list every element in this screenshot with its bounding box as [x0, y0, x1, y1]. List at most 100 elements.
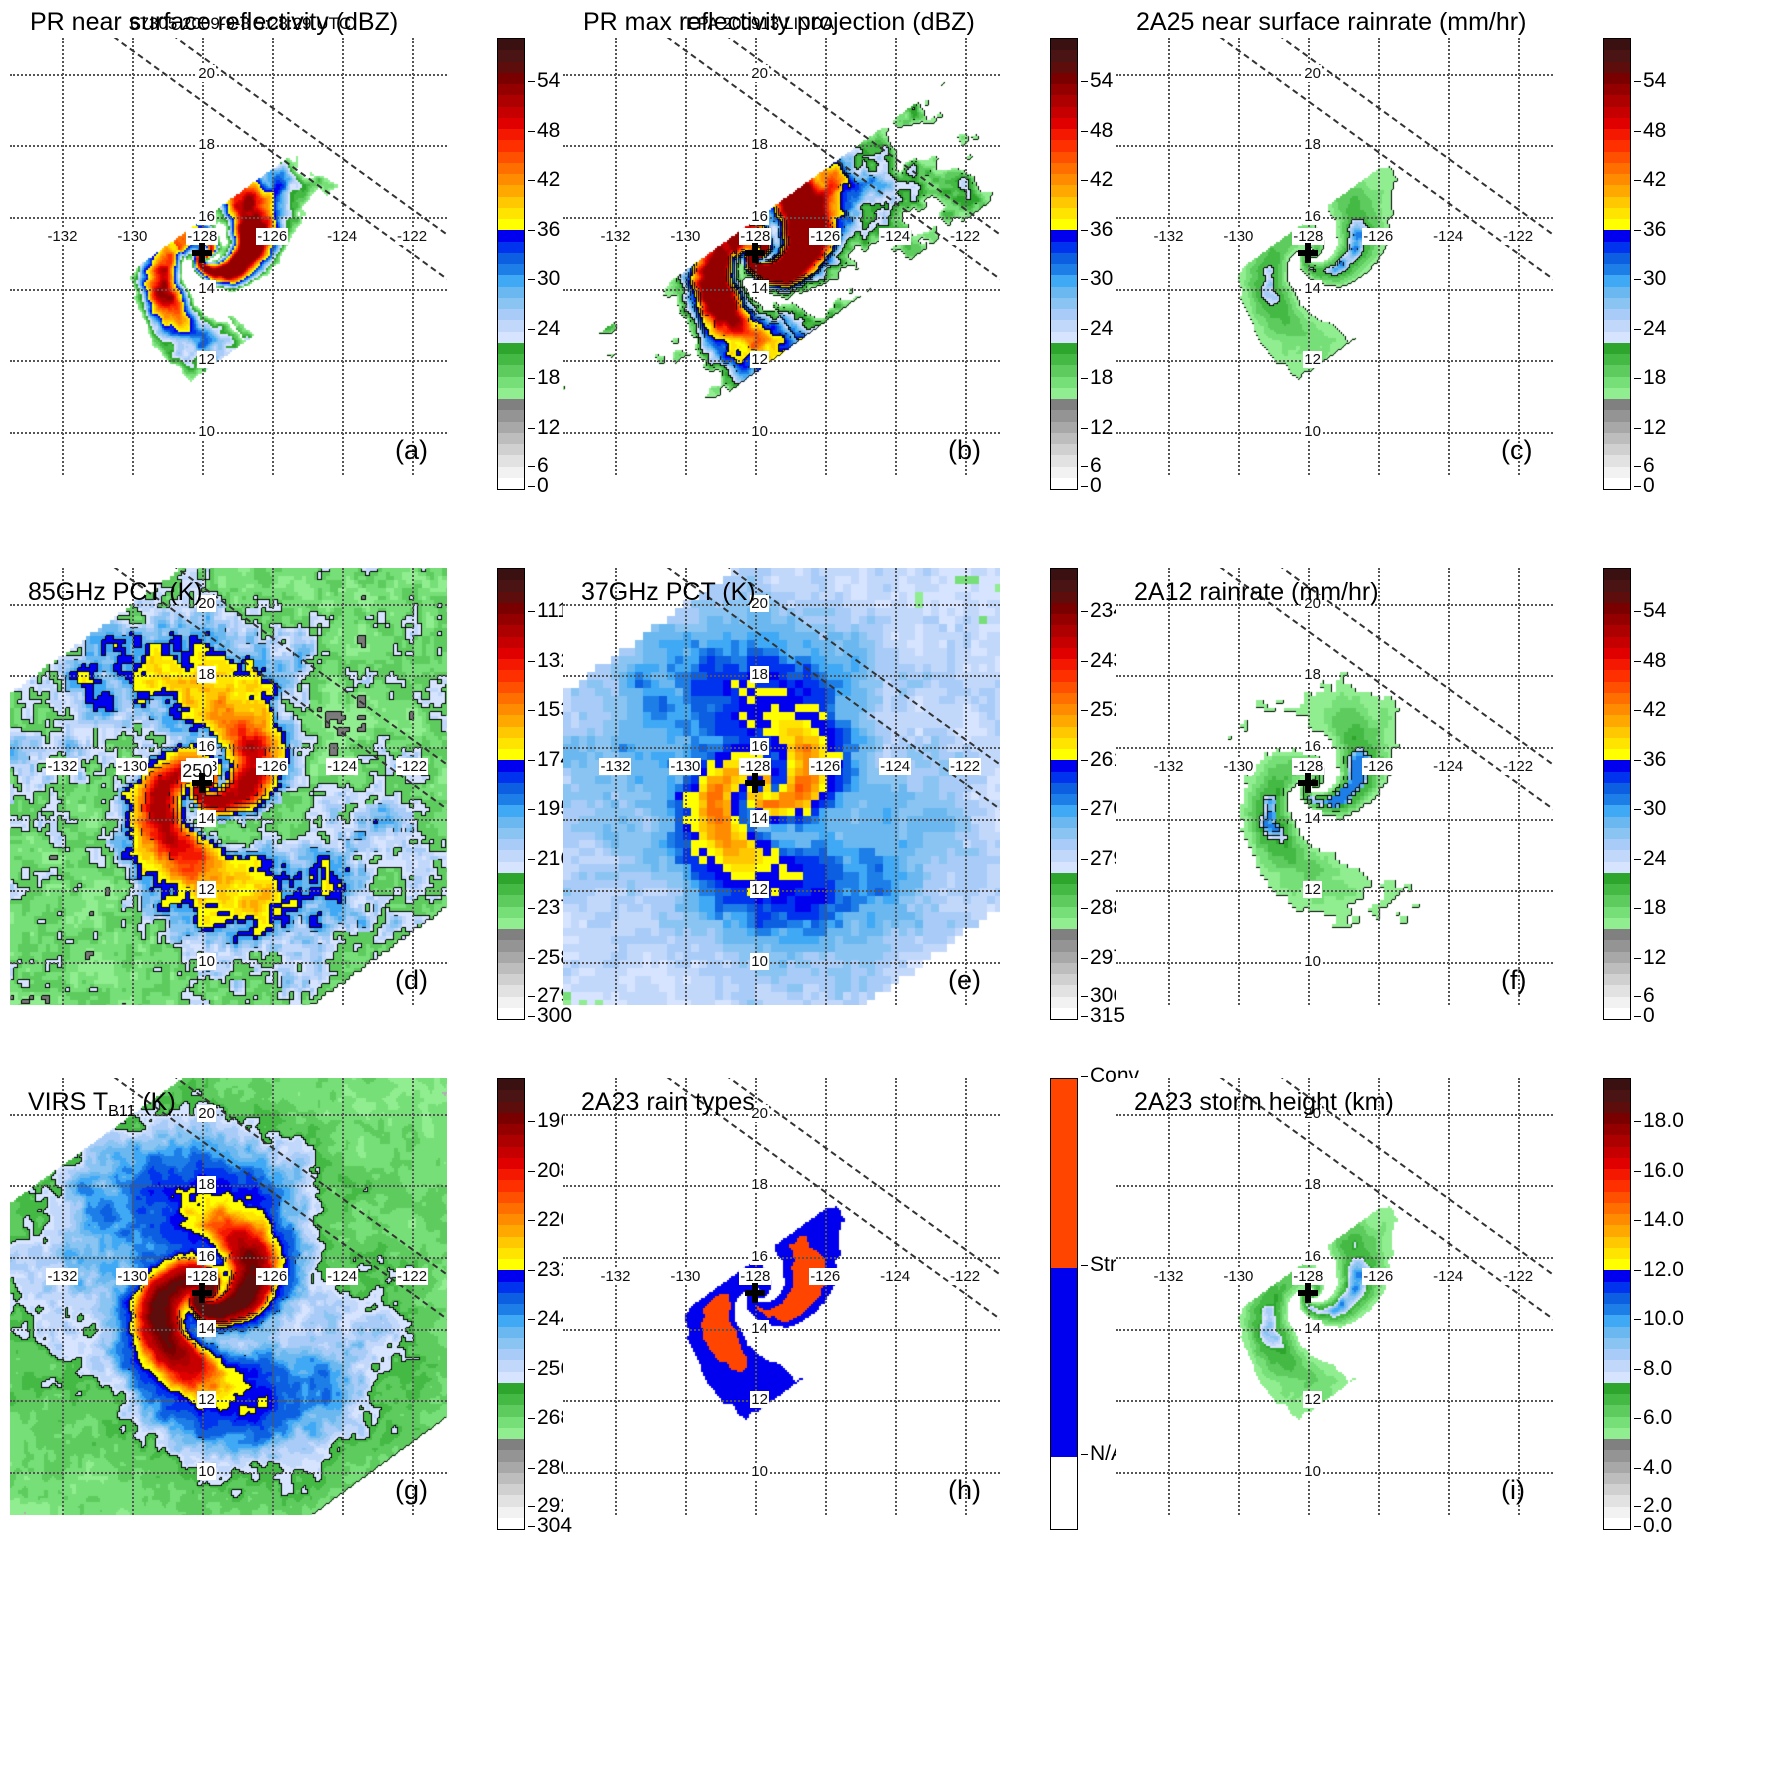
- lat-tick-14: 14: [1303, 809, 1322, 827]
- colorbar-segment-19: [1604, 1304, 1630, 1316]
- header-storm-id: EPA 200913 LINDA: [686, 14, 835, 33]
- lon-tick--130: -130: [669, 758, 702, 776]
- colorbar-tick-label-f-6: 18: [1633, 896, 1667, 919]
- gridline-lat-10: [10, 1472, 447, 1475]
- colorbar-segment-8: [1604, 1427, 1630, 1439]
- colorbar-segment-19: [1604, 794, 1630, 806]
- colorbar-segment-37: [498, 1101, 524, 1113]
- colorbar-segment-6: [1051, 410, 1077, 422]
- colorbar-segment-21: [1604, 771, 1630, 783]
- colorbar-tick-label-b-3: 36: [1080, 217, 1114, 241]
- lon-tick--130: -130: [669, 228, 702, 246]
- gridline-lon--122: [412, 568, 415, 1005]
- colorbar-segment-21: [498, 1281, 524, 1293]
- colorbar-segment-31: [498, 1169, 524, 1181]
- panel-e: -132 -130 -128 -126 -124 -122 20 18 16 14 12 10 37GH…: [563, 568, 1125, 1055]
- colorbar-segment-2: [498, 985, 524, 997]
- colorbar-segment-29: [498, 1191, 524, 1203]
- storm-center-marker-h: [745, 1282, 766, 1303]
- colorbar-tick-label-a-6: 18: [527, 366, 561, 389]
- colorbar-tick-label-a-2: 42: [527, 168, 561, 191]
- gridline-lon--122: [1518, 38, 1521, 475]
- lon-tick--132: -132: [46, 758, 79, 776]
- lon-tick--122: -122: [396, 758, 429, 776]
- colorbar-segment-28: [498, 692, 524, 704]
- colorbar-segment-5: [498, 951, 524, 963]
- colorbar-segment-6: [498, 410, 524, 422]
- colorbar-segment-27: [1604, 704, 1630, 716]
- colorbar-segment-31: [1051, 659, 1077, 671]
- colorbar-segment-5: [498, 421, 524, 433]
- lat-tick-18: 18: [197, 1176, 216, 1194]
- lat-tick-12: 12: [750, 881, 769, 899]
- colorbar-segment-20: [1604, 782, 1630, 794]
- colorbar-segment-3: [498, 974, 524, 986]
- lon-tick--126: -126: [809, 1268, 842, 1286]
- colorbar-segment-37: [498, 591, 524, 603]
- colorbar-segment-4: [498, 962, 524, 974]
- data-layer-h: [563, 1078, 1000, 1515]
- colorbar-segment-23: [1604, 1259, 1630, 1271]
- lat-tick-16: 16: [1303, 208, 1322, 226]
- colorbar-segment-33: [1051, 636, 1077, 648]
- colorbar-segment-28: [1604, 162, 1630, 174]
- colorbar-tick-label-i-8: 2.0: [1633, 1493, 1673, 1517]
- lat-tick-18: 18: [197, 136, 216, 154]
- lat-tick-12: 12: [1303, 1391, 1322, 1409]
- lon-tick--132: -132: [46, 1268, 79, 1286]
- colorbar-ticks-f: 54 48 42 36 30 24 18 12 6 0: [1633, 568, 1753, 1027]
- colorbar-segment-12: [1604, 872, 1630, 884]
- storm-center-marker-a: [192, 242, 213, 263]
- colorbar-segment-11: [498, 884, 524, 896]
- colorbar-segment-23: [498, 749, 524, 761]
- data-layer-i: [1116, 1078, 1553, 1515]
- colorbar-segment-39: [1051, 569, 1077, 581]
- colorbar-segment-26: [498, 715, 524, 727]
- colorbar-segment-27: [1604, 174, 1630, 186]
- gridline-lon--124: [895, 1078, 898, 1515]
- colorbar-tick-label-f-4: 30: [1633, 797, 1667, 820]
- lat-tick-20: 20: [1303, 64, 1322, 82]
- colorbar-segment-29: [1604, 681, 1630, 693]
- colorbar-segment-4: [1604, 962, 1630, 974]
- gridline-lon--126: [1378, 568, 1381, 1005]
- colorbar-segment-22: [498, 760, 524, 772]
- lat-tick-10: 10: [1303, 1463, 1322, 1481]
- lat-tick-20: 20: [750, 64, 769, 82]
- colorbar-segment-28: [1604, 1202, 1630, 1214]
- gridline-lon--130: [132, 38, 135, 475]
- colorbar-segment-38: [1604, 1090, 1630, 1102]
- colorbar-segment-24: [498, 207, 524, 219]
- panel-label-e: (e): [948, 965, 981, 995]
- lat-tick-14: 14: [197, 1319, 216, 1337]
- colorbar-segment-4: [1604, 432, 1630, 444]
- panel-label-b: (b): [948, 435, 981, 465]
- storm-center-marker-d: [192, 772, 213, 793]
- panel-label-h: (h): [948, 1475, 981, 1505]
- panel-c: -132 -130 -128 -126 -124 -122 20 18 16 14 12 10 2A25…: [1116, 8, 1673, 525]
- colorbar-segment-25: [1051, 726, 1077, 738]
- gridline-lon--126: [272, 568, 275, 1005]
- colorbar-g: [497, 1078, 525, 1530]
- colorbar-segment-12: [1604, 1382, 1630, 1394]
- lon-tick--132: -132: [46, 228, 79, 246]
- panel-f: -132 -130 -128 -126 -124 -122 20 18 16 14 12 10 2A12…: [1116, 568, 1673, 1055]
- gridline-lat-16: [1116, 747, 1553, 750]
- lon-tick--122: -122: [396, 228, 429, 246]
- lon-tick--126: -126: [256, 228, 289, 246]
- colorbar-segment-29: [1604, 1191, 1630, 1203]
- colorbar-segment-9: [498, 906, 524, 918]
- gridline-lon--126: [1378, 38, 1381, 475]
- colorbar-segment-38: [1604, 580, 1630, 592]
- colorbar-segment-30: [1051, 140, 1077, 152]
- colorbar-segment-24: [498, 737, 524, 749]
- colorbar-segment-39: [1604, 39, 1630, 51]
- colorbar-tick-label-b-7: 12: [1080, 415, 1114, 439]
- gridline-lon--124: [1448, 568, 1451, 1005]
- colorbar-segment-7: [498, 1439, 524, 1451]
- lat-tick-10: 10: [1303, 423, 1322, 441]
- lat-tick-12: 12: [1303, 881, 1322, 899]
- colorbar-segment-15: [1604, 839, 1630, 851]
- colorbar-segment-35: [498, 614, 524, 626]
